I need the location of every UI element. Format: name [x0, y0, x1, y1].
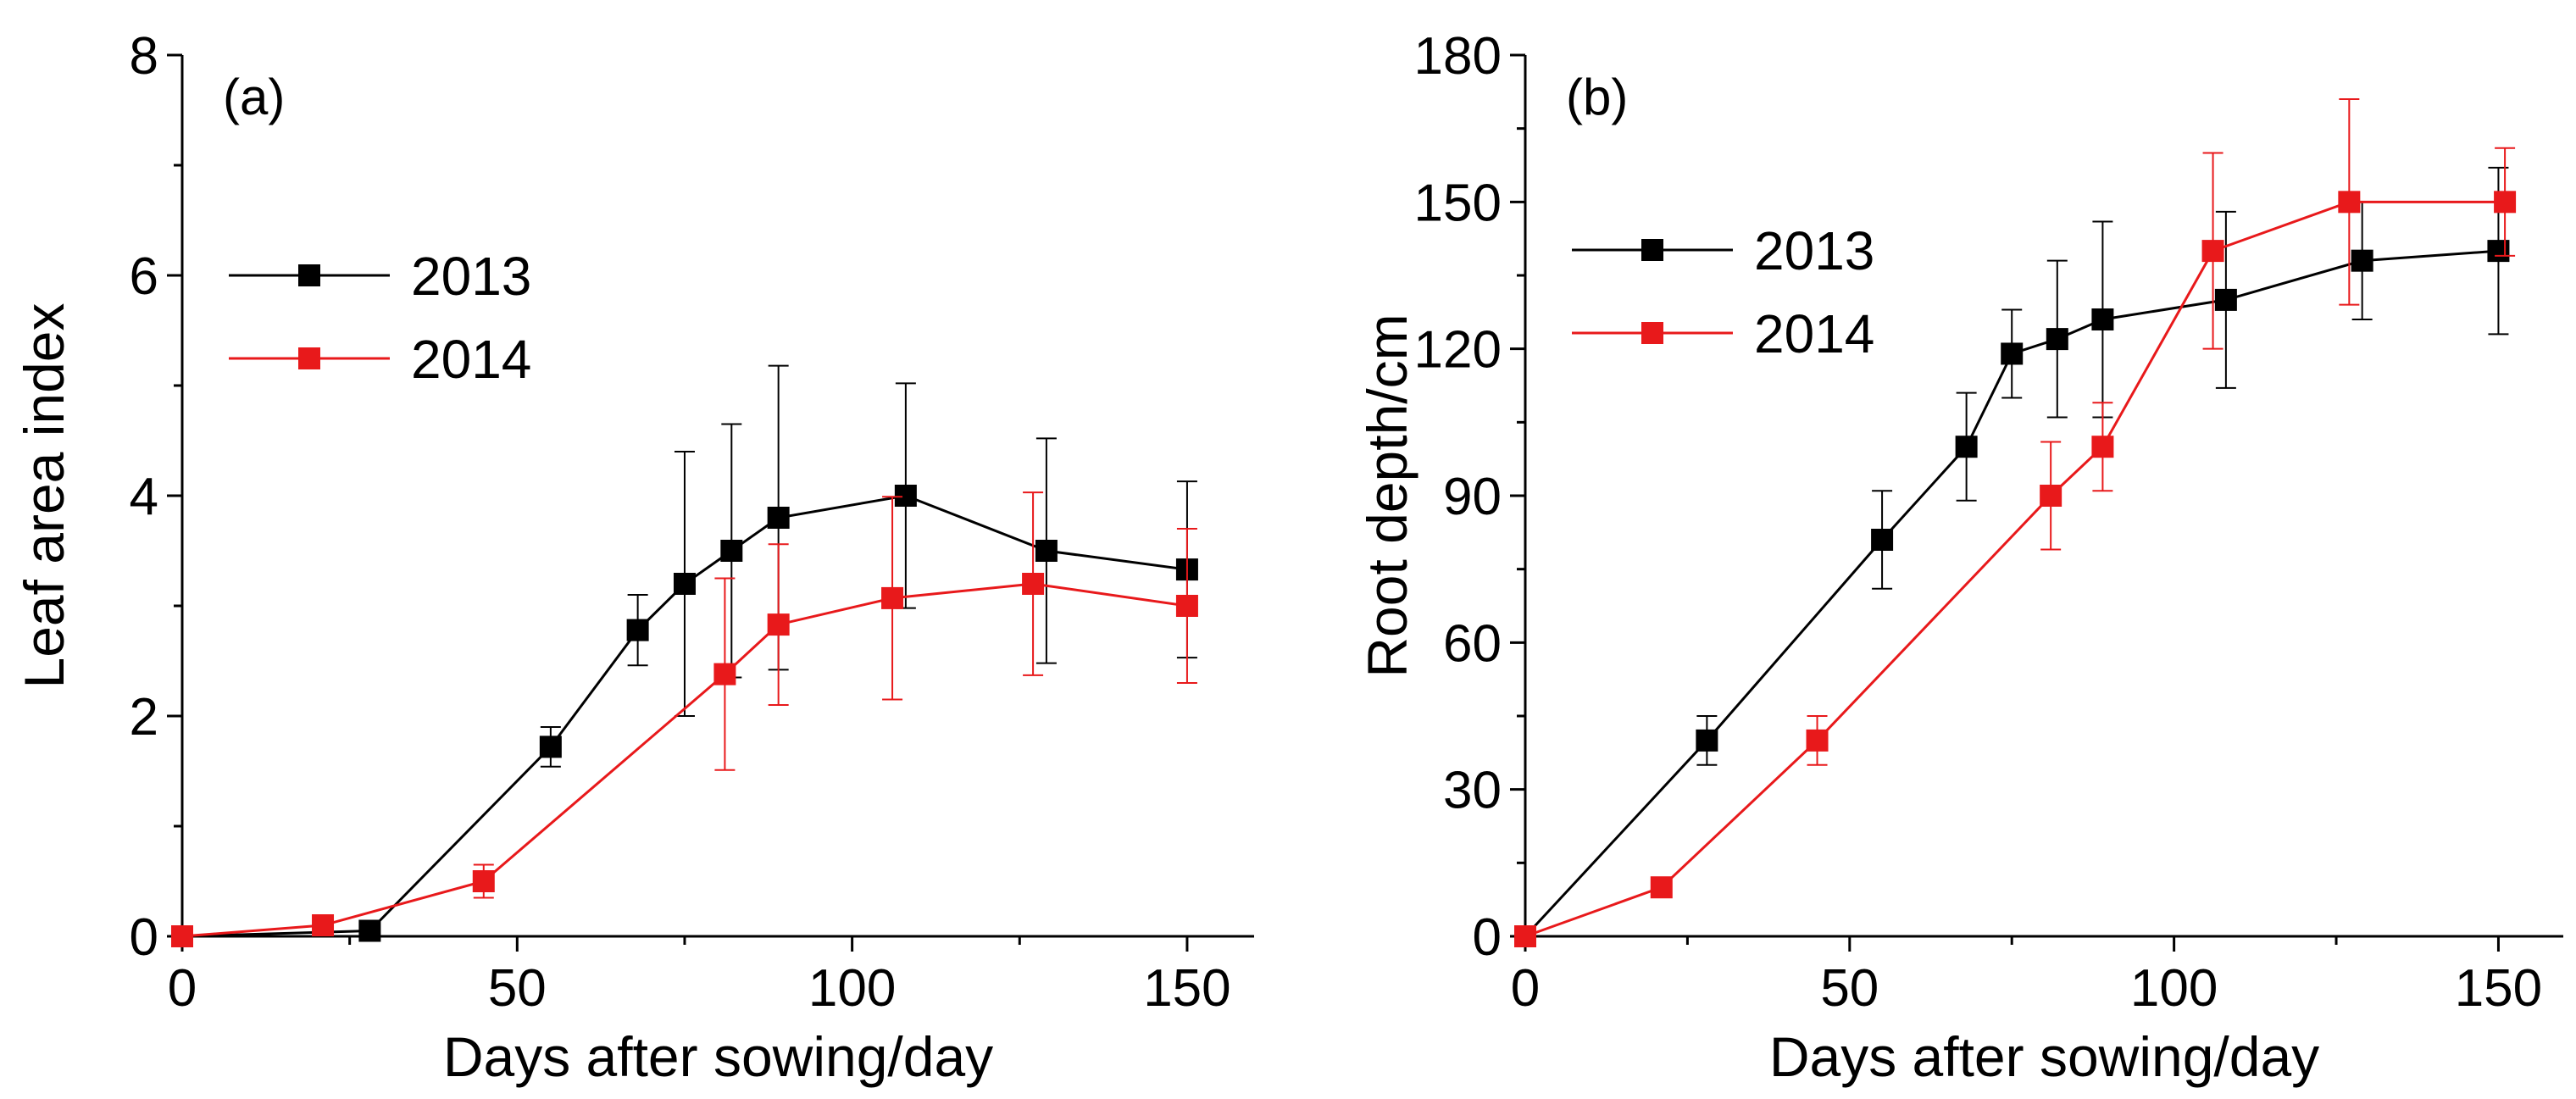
data-point — [1650, 876, 1673, 899]
y-tick-label: 4 — [130, 468, 158, 526]
data-point — [2040, 485, 2062, 507]
x-tick-label: 100 — [808, 959, 896, 1018]
legend-marker — [1641, 239, 1663, 261]
legend-marker — [298, 264, 320, 286]
panel-a: 0 50 100 150 0 2 4 6 8 Days after sowing/day Leaf … — [13, 27, 1254, 1088]
data-point — [1175, 595, 1198, 617]
data-point — [1871, 529, 1894, 551]
legend-marker — [298, 347, 320, 369]
data-point — [2091, 436, 2114, 458]
data-point — [358, 919, 381, 942]
y-tick-label: 6 — [130, 247, 158, 306]
series-2014 — [171, 491, 1198, 947]
y-axis-title: Root depth/cm — [1356, 314, 1418, 677]
data-point — [767, 507, 790, 529]
data-point — [1022, 573, 1045, 595]
x-tick-label: 0 — [168, 959, 197, 1018]
y-tick-label: 60 — [1443, 614, 1502, 673]
x-tick-label: 150 — [2455, 959, 2542, 1018]
data-point — [2091, 308, 2114, 330]
series-2013 — [171, 364, 1198, 947]
data-point — [767, 613, 790, 636]
data-point — [894, 485, 917, 507]
data-point — [171, 925, 193, 947]
data-point — [673, 573, 696, 595]
legend-marker — [1641, 322, 1663, 344]
x-axis-title: Days after sowing/day — [1769, 1025, 2319, 1088]
y-tick-label: 150 — [1414, 174, 1502, 232]
data-point — [1955, 436, 1978, 458]
data-point — [1696, 729, 1718, 752]
data-point — [626, 619, 649, 641]
y-tick-label: 2 — [130, 688, 158, 747]
legend-label: 2014 — [1754, 303, 1874, 364]
y-tick-label: 0 — [1473, 908, 1502, 967]
data-point — [2494, 191, 2517, 214]
series-line — [1524, 200, 2506, 938]
series-line — [181, 582, 1188, 938]
data-point — [2201, 240, 2224, 263]
x-tick-label: 50 — [488, 959, 547, 1018]
x-tick-label: 150 — [1143, 959, 1230, 1018]
x-tick-label: 0 — [1511, 959, 1540, 1018]
data-point — [2214, 288, 2237, 311]
y-tick-label: 30 — [1443, 762, 1502, 820]
data-point — [539, 735, 562, 758]
data-point — [472, 870, 495, 892]
series-2013 — [1514, 166, 2510, 947]
data-point — [2001, 342, 2024, 365]
data-point — [1806, 729, 1829, 752]
x-tick-label: 100 — [2130, 959, 2218, 1018]
y-tick-label: 0 — [130, 908, 158, 967]
data-point — [1514, 925, 1536, 947]
legend-label: 2014 — [411, 329, 531, 390]
panel-label: (a) — [223, 69, 285, 125]
data-point — [2338, 191, 2361, 214]
y-axis-title: Leaf area index — [13, 303, 75, 688]
data-point — [720, 540, 743, 562]
x-tick-label: 50 — [1820, 959, 1879, 1018]
x-axis-title: Days after sowing/day — [443, 1025, 993, 1088]
series-line — [181, 494, 1188, 938]
legend-label: 2013 — [411, 246, 531, 307]
series-2014 — [1514, 98, 2517, 947]
panel-b: 0 50 100 150 0 30 60 90 120 150 180 Days after sowi… — [1356, 27, 2563, 1088]
y-tick-label: 120 — [1414, 321, 1502, 380]
data-point — [881, 586, 904, 609]
data-point — [2487, 240, 2510, 263]
y-tick-label: 8 — [130, 27, 158, 86]
series-line — [1524, 249, 2499, 938]
y-tick-label: 180 — [1414, 27, 1502, 86]
data-point — [2351, 249, 2373, 272]
data-point — [312, 914, 335, 936]
legend-label: 2013 — [1754, 220, 1874, 281]
panel-label: (b) — [1566, 69, 1628, 125]
data-point — [1035, 540, 1058, 562]
y-tick-label: 90 — [1443, 468, 1502, 526]
data-point — [713, 663, 736, 685]
data-point — [2046, 328, 2068, 351]
